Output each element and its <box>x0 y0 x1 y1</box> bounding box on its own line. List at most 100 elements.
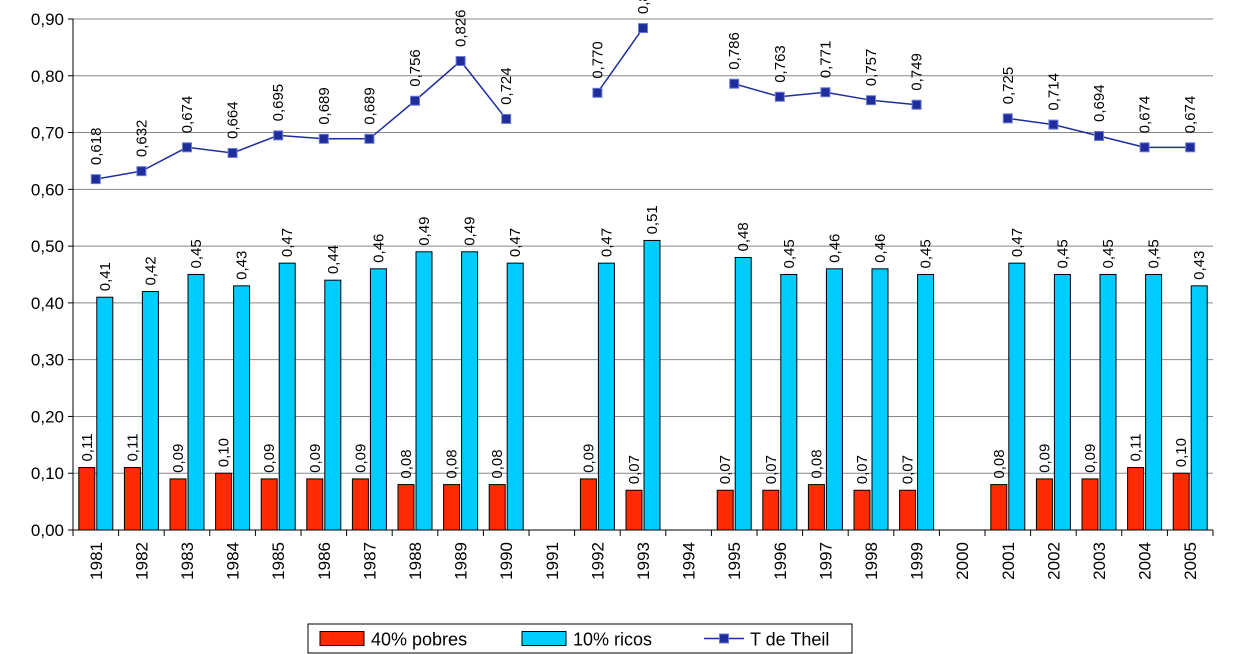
theil-point <box>136 166 147 177</box>
line-data-label: 0,757 <box>863 49 880 87</box>
theil-point <box>1002 113 1013 124</box>
line-data-label: 0,724 <box>498 67 515 105</box>
bar <box>187 274 205 531</box>
bar <box>899 489 917 531</box>
x-tick-label: 1994 <box>680 542 699 580</box>
bar <box>397 484 415 531</box>
bar-data-label: 0,07 <box>626 455 643 484</box>
bar <box>762 489 780 531</box>
bar-data-label: 0,45 <box>918 239 935 268</box>
bar-data-label: 0,09 <box>352 444 369 473</box>
line-data-label: 0,770 <box>589 41 606 79</box>
y-tick-label: 0,10 <box>31 464 64 483</box>
y-tick-label: 0,00 <box>31 521 64 540</box>
y-tick-label: 0,60 <box>31 180 64 199</box>
bar <box>807 484 825 531</box>
x-tick-label: 1984 <box>224 542 243 580</box>
line-data-label: 0,632 <box>133 120 150 158</box>
line-data-label: 0,725 <box>1000 67 1017 105</box>
theil-point <box>410 95 420 106</box>
bar-data-label: 0,45 <box>1054 239 1071 268</box>
bar-data-label: 0,42 <box>142 256 159 285</box>
line-data-label: 0,674 <box>1182 96 1199 134</box>
theil-point <box>866 95 876 106</box>
bar-data-label: 0,51 <box>644 205 661 234</box>
bar <box>579 478 597 531</box>
theil-point <box>1139 142 1150 153</box>
bar-data-label: 0,45 <box>1146 239 1163 268</box>
bar-data-label: 0,46 <box>872 234 889 263</box>
x-tick-label: 1981 <box>87 542 106 580</box>
bar <box>415 251 433 531</box>
bar <box>597 262 615 531</box>
bar <box>169 478 187 531</box>
theil-point <box>182 142 192 153</box>
legend-swatch <box>319 631 365 646</box>
line-data-label: 0,714 <box>1045 73 1062 111</box>
x-tick-label: 1996 <box>771 542 790 580</box>
theil-point <box>90 174 101 185</box>
theil-point <box>592 87 603 98</box>
bar <box>233 285 251 531</box>
grid-lines <box>73 18 1213 531</box>
line-data-label: 0,763 <box>772 45 789 83</box>
bar <box>1053 274 1071 531</box>
line-data-label: 0,674 <box>179 96 196 134</box>
theil-line <box>90 23 1196 185</box>
theil-point <box>318 133 329 144</box>
bar-data-label: 0,08 <box>991 449 1008 478</box>
bar-data-label: 0,11 <box>1128 433 1145 461</box>
bar <box>825 268 843 531</box>
bar-data-label: 0,47 <box>507 228 524 257</box>
bar <box>1035 478 1053 531</box>
legend-label: T de Theil <box>750 630 829 650</box>
theil-line-segment <box>596 27 644 94</box>
bar-data-label: 0,43 <box>1191 251 1208 280</box>
y-tick-label: 0,80 <box>31 67 64 86</box>
x-tick-label: 2002 <box>1044 542 1063 580</box>
x-tick-label: 1997 <box>816 542 835 580</box>
theil-point <box>364 133 375 144</box>
bar <box>1081 478 1099 531</box>
bar-data-label: 0,07 <box>763 455 780 484</box>
x-tick-label: 2003 <box>1090 542 1109 580</box>
bar-data-label: 0,45 <box>188 239 205 268</box>
legend-box <box>307 623 853 654</box>
theil-point <box>774 91 785 102</box>
bar-data-label: 0,08 <box>489 449 506 478</box>
bar-data-label: 0,47 <box>1009 228 1026 257</box>
line-data-label: 0,618 <box>88 128 105 166</box>
bar-data-label: 0,44 <box>325 245 342 274</box>
bar-data-label: 0,45 <box>781 239 798 268</box>
bar-data-label: 0,49 <box>416 217 433 246</box>
bar-data-label: 0,49 <box>462 217 479 246</box>
theil-point <box>911 99 922 110</box>
theil-point <box>820 87 831 98</box>
line-data-label: 0,826 <box>453 9 470 47</box>
bar <box>324 279 342 531</box>
bar-data-label: 0,10 <box>1173 438 1190 467</box>
line-data-label: 0,695 <box>270 84 287 122</box>
line-data-label: 0,674 <box>1137 96 1154 134</box>
y-tick-label: 0,30 <box>31 351 64 370</box>
bar <box>443 484 461 531</box>
bar <box>1145 274 1163 531</box>
bar-data-label: 0,47 <box>279 228 296 257</box>
bar-data-label: 0,07 <box>854 455 871 484</box>
line-data-label: 0,884 <box>635 0 652 14</box>
bar <box>96 296 114 531</box>
y-tick-label: 0,70 <box>31 124 64 143</box>
x-tick-label: 1987 <box>360 542 379 580</box>
bar <box>306 478 324 531</box>
legend: 40% pobres 10% ricos T de Theil <box>307 623 853 654</box>
bar <box>461 251 479 531</box>
bar <box>260 478 278 531</box>
theil-point <box>227 147 238 158</box>
bar <box>351 478 369 531</box>
theil-point <box>273 130 284 141</box>
bar-data-label: 0,46 <box>826 234 843 263</box>
bar <box>643 239 661 531</box>
theil-line-segment <box>95 59 507 180</box>
bar-data-label: 0,09 <box>1036 444 1053 473</box>
